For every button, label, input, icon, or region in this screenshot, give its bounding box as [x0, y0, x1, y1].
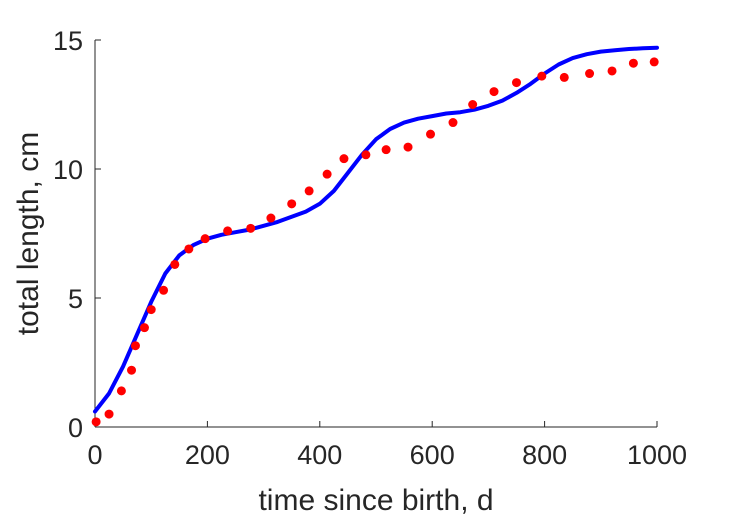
- data-point: [537, 71, 547, 81]
- data-marks: [91, 45, 659, 427]
- data-point: [104, 409, 114, 419]
- data-point: [649, 57, 659, 67]
- data-point: [322, 169, 332, 179]
- data-point: [116, 386, 126, 396]
- data-point: [403, 142, 413, 152]
- data-point: [381, 145, 391, 155]
- x-axis-label: time since birth, d: [258, 484, 493, 517]
- data-point: [448, 118, 458, 128]
- data-point: [139, 323, 149, 333]
- axes: [94, 39, 658, 428]
- x-tick-label: 800: [522, 440, 567, 470]
- data-point: [184, 244, 194, 254]
- data-point: [130, 341, 140, 351]
- data-point: [512, 78, 521, 88]
- data-point: [607, 66, 617, 76]
- data-point: [127, 365, 137, 375]
- y-axis-label: total length, cm: [12, 132, 45, 335]
- data-point: [426, 129, 436, 139]
- x-tick-label: 1000: [627, 440, 687, 470]
- y-tick-label: 0: [68, 413, 83, 443]
- data-point: [223, 226, 233, 236]
- data-point: [266, 213, 276, 223]
- x-tick-label: 0: [87, 440, 102, 470]
- plot-background: [95, 40, 657, 427]
- y-tick-label: 15: [53, 26, 83, 56]
- data-point: [304, 186, 314, 196]
- data-point: [170, 259, 180, 269]
- y-tick-label: 10: [53, 155, 83, 185]
- y-tick-label: 5: [68, 284, 83, 314]
- data-point: [91, 417, 101, 427]
- data-point: [287, 199, 297, 209]
- data-point: [559, 72, 569, 82]
- data-point: [489, 87, 499, 97]
- data-point: [585, 69, 595, 79]
- x-tick-label: 600: [410, 440, 455, 470]
- data-point: [200, 234, 210, 244]
- tick-labels: 0 200 400 600 800 1000 0 5 10 15: [53, 26, 687, 470]
- x-tick-label: 200: [185, 440, 230, 470]
- data-point: [361, 150, 371, 160]
- plot-area: [95, 40, 657, 427]
- data-point: [159, 285, 169, 295]
- data-point: [339, 154, 349, 164]
- data-point: [468, 100, 478, 109]
- data-point: [246, 223, 256, 233]
- data-point: [146, 305, 156, 315]
- x-tick-label: 400: [297, 440, 342, 470]
- data-point: [628, 58, 638, 68]
